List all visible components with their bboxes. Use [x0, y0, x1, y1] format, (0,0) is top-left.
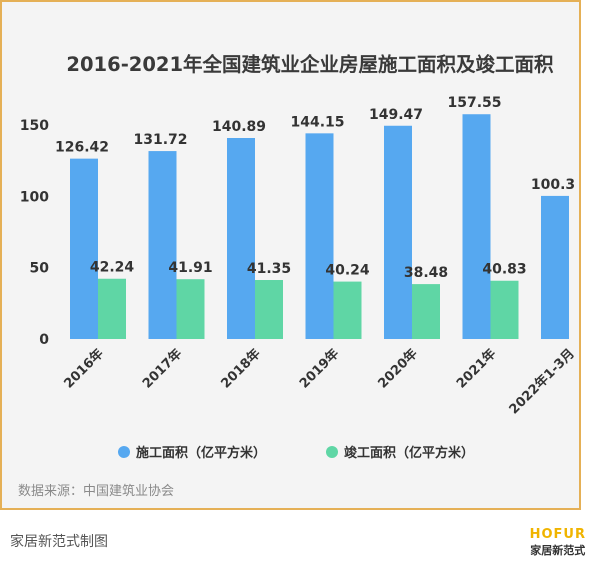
- data-label: 126.42: [55, 140, 109, 156]
- data-label: 140.89: [212, 119, 266, 135]
- x-tick-label: 2019年: [296, 346, 342, 392]
- x-tick-label: 2021年: [453, 346, 499, 392]
- legend-marker-construction: [118, 446, 130, 458]
- bar-construction: [148, 151, 177, 339]
- legend-label-completed: 竣工面积（亿平方米）: [344, 445, 474, 461]
- x-axis: 2016年 2017年 2018年 2019年 2020年 2021年 2022年1-3月: [61, 346, 578, 418]
- bar-completed: [412, 284, 440, 339]
- brand-logo: HOFUR 家居新范式: [530, 528, 586, 556]
- bar-chart: 2016-2021年全国建筑业企业房屋施工面积及竣工面积 0 50 100 150 1…: [18, 53, 578, 499]
- bar-completed: [490, 280, 519, 339]
- bar-construction: [384, 125, 412, 339]
- bar-construction: [462, 114, 491, 339]
- data-label: 157.55: [447, 95, 501, 111]
- data-label: 144.15: [290, 114, 344, 130]
- y-tick-label: 50: [30, 261, 50, 277]
- legend-marker-completed: [326, 446, 338, 458]
- x-tick-label: 2018年: [218, 346, 264, 392]
- y-tick-label: 0: [39, 332, 49, 348]
- data-label: 131.72: [133, 132, 187, 148]
- data-labels: 126.42 131.72 140.89 144.15 149.47 157.55 100.…: [55, 95, 575, 281]
- data-label: 42.24: [90, 260, 135, 276]
- bar-construction: [70, 158, 98, 339]
- y-tick-label: 100: [20, 189, 49, 205]
- legend: 施工面积（亿平方米） 竣工面积（亿平方米）: [118, 445, 474, 461]
- brand-name: HOFUR: [529, 527, 586, 542]
- chart-title: 2016-2021年全国建筑业企业房屋施工面积及竣工面积: [66, 53, 554, 76]
- brand-subtitle: 家居新范式: [530, 544, 586, 557]
- chart-frame: 2016-2021年全国建筑业企业房屋施工面积及竣工面积 0 50 100 150 1…: [0, 0, 581, 510]
- bar-completed: [333, 281, 362, 339]
- x-tick-label: 2022年1-3月: [506, 346, 578, 418]
- data-label: 40.83: [482, 262, 526, 278]
- data-label: 40.24: [325, 263, 370, 279]
- bars: [70, 114, 569, 339]
- x-tick-label: 2016年: [61, 346, 107, 392]
- x-tick-label: 2017年: [139, 346, 185, 392]
- data-label: 100.3: [531, 177, 575, 193]
- bar-completed: [255, 280, 283, 339]
- data-label: 38.48: [404, 265, 448, 281]
- data-label: 41.91: [168, 260, 212, 276]
- source-note: 数据来源：中国建筑业协会: [18, 483, 174, 499]
- bar-completed: [98, 278, 126, 339]
- bar-construction: [305, 133, 334, 339]
- data-label: 149.47: [369, 107, 423, 123]
- y-tick-label: 150: [20, 118, 49, 134]
- data-label: 41.35: [247, 261, 291, 277]
- x-tick-label: 2020年: [375, 346, 421, 392]
- bar-construction: [541, 195, 569, 339]
- bar-construction: [227, 137, 255, 339]
- y-axis: 0 50 100 150: [20, 118, 49, 348]
- bar-completed: [176, 279, 205, 339]
- figure-caption: 家居新范式制图: [10, 534, 108, 550]
- legend-label-construction: 施工面积（亿平方米）: [136, 445, 266, 461]
